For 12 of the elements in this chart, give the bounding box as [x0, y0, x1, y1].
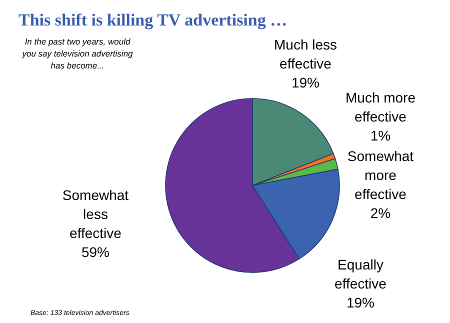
- data-label: 2%: [370, 205, 391, 221]
- slice-label: Equally effective: [334, 256, 387, 292]
- slice-label: Somewhat less effective: [62, 187, 129, 241]
- data-label: 19%: [346, 294, 375, 310]
- text: In the past two years, would you say television advertising has become...: [21, 36, 134, 70]
- slice-label: Somewhat more effective: [347, 148, 414, 202]
- data-label: 59%: [81, 244, 110, 260]
- data-label: 19%: [291, 74, 320, 90]
- slice-label: Much less effective: [274, 36, 338, 72]
- slice-label: Much more effective: [345, 90, 416, 124]
- chart-title: This shift is killing TV advertising …: [18, 10, 288, 30]
- data-label: 1%: [370, 128, 391, 144]
